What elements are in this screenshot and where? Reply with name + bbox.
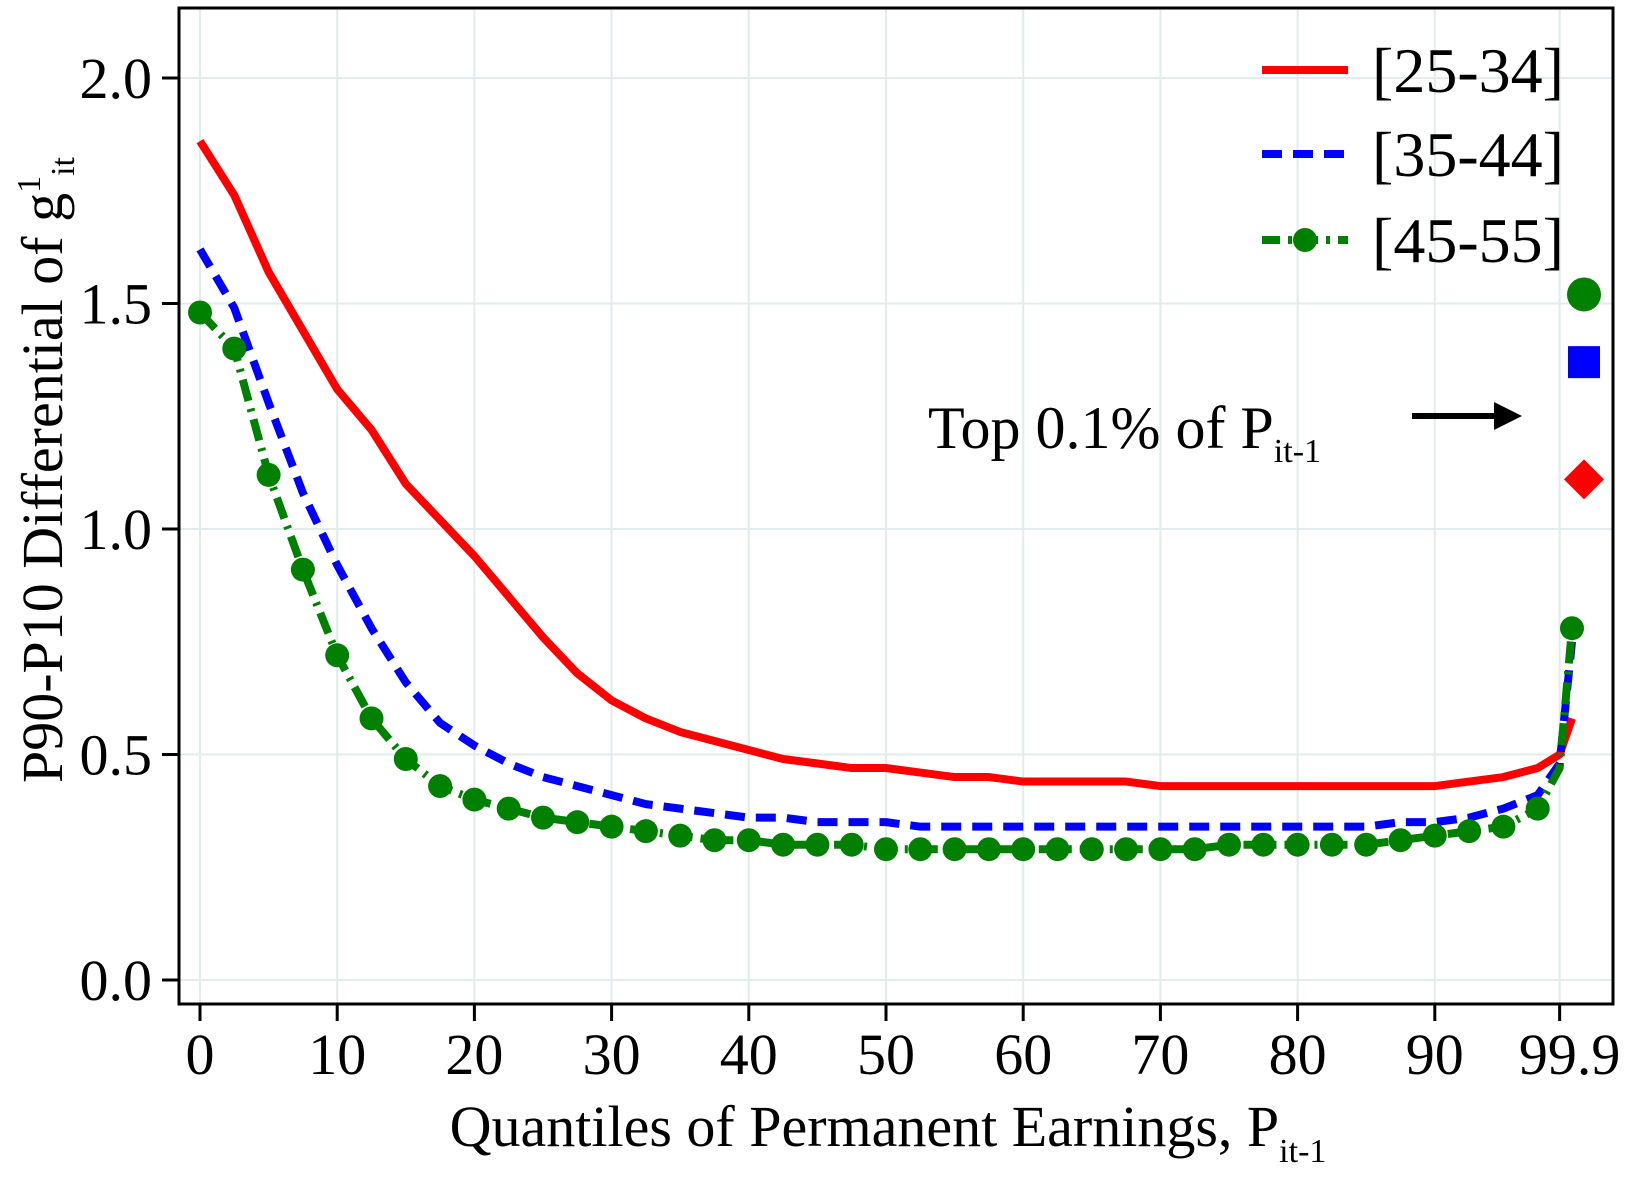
x-tick-label: 60: [994, 1022, 1052, 1087]
x-tick-label: 50: [857, 1022, 915, 1087]
x-axis-title-main: Quantiles of Permanent Earnings, P: [450, 1094, 1280, 1159]
series-point-45-55: [839, 832, 864, 857]
series-point-45-55: [565, 810, 590, 835]
x-tick-label: 10: [308, 1022, 366, 1087]
y-tick-label: 1.0: [80, 497, 153, 562]
series-point-45-55: [1217, 832, 1241, 857]
series-point-45-55: [531, 805, 555, 830]
series-point-45-55: [1354, 832, 1379, 857]
plot-frame: [177, 6, 1615, 1006]
x-tick-label: 0: [186, 1022, 215, 1087]
series-point-45-55: [1011, 837, 1036, 862]
y-tick-label: 0.0: [80, 948, 153, 1013]
x-tick-label: 90: [1406, 1022, 1464, 1087]
series-point-45-55: [1457, 819, 1482, 844]
series-point-45-55: [633, 819, 658, 844]
series-point-45-55: [1079, 837, 1104, 862]
series-point-45-55: [1560, 616, 1584, 641]
legend-label-45-55: [45-55]: [1372, 205, 1564, 276]
y-axis-title-sub: it: [45, 156, 82, 175]
series-point-45-55: [188, 300, 212, 325]
annotation-sub: it-1: [1274, 433, 1321, 470]
series-layer: [188, 138, 1584, 862]
x-tick-label: 70: [1131, 1022, 1189, 1087]
series-point-45-55: [359, 706, 384, 731]
series-point-45-55: [1114, 837, 1139, 862]
series-point-45-55: [1319, 832, 1344, 857]
series-point-45-55: [668, 823, 693, 848]
series-point-45-55: [1491, 814, 1516, 839]
series-point-45-55: [1525, 796, 1550, 821]
y-tick-label: 2.0: [80, 46, 153, 111]
series-point-45-55: [1388, 828, 1413, 853]
series-point-45-55: [222, 336, 247, 361]
series-point-45-55: [599, 814, 624, 839]
legend: [25-34] [35-44] [45-55]: [1262, 35, 1564, 276]
series-point-45-55: [1148, 837, 1173, 862]
y-tick-label: 1.5: [80, 272, 153, 337]
x-tick-label: 30: [583, 1022, 641, 1087]
series-point-45-55: [496, 796, 521, 821]
top-markers: [1564, 277, 1604, 500]
series-point-45-55: [428, 774, 453, 799]
series-point-45-55: [1285, 832, 1310, 857]
series-point-45-55: [1182, 837, 1207, 862]
x-axis-ticks: 0 10 20 30 40 50 60 70 80 90 99.9: [186, 1004, 1621, 1087]
series-point-45-55: [908, 837, 933, 862]
y-axis-ticks: 0.0 0.5 1.0 1.5 2.0: [80, 46, 179, 1013]
legend-label-25-34: [25-34]: [1372, 35, 1564, 106]
annotation-main: Top 0.1% of P: [928, 395, 1274, 461]
x-axis-title: Quantiles of Permanent Earnings, Pit-1: [450, 1094, 1327, 1170]
series-point-45-55: [1422, 823, 1447, 848]
series-point-45-55: [1045, 837, 1070, 862]
series-point-45-55: [976, 837, 1001, 862]
top-annotation: Top 0.1% of Pit-1: [928, 395, 1522, 470]
series-point-45-55: [290, 557, 315, 582]
series-point-45-55: [702, 828, 727, 853]
series-point-45-55: [462, 787, 487, 812]
legend-label-35-44: [35-44]: [1372, 119, 1564, 190]
legend-marker-45-55: [1293, 228, 1317, 252]
annotation-text: Top 0.1% of Pit-1: [928, 395, 1321, 470]
series-point-45-55: [874, 837, 898, 862]
top-marker-25-34: [1564, 459, 1604, 500]
top-marker-35-44: [1568, 346, 1600, 379]
series-point-45-55: [805, 832, 830, 857]
annotation-arrow-head: [1494, 402, 1522, 430]
y-axis-title-sup: 1: [11, 176, 48, 193]
series-point-45-55: [1251, 832, 1276, 857]
series-point-45-55: [393, 747, 418, 772]
y-axis-title-main: P90-P10 Differential of g: [10, 193, 75, 783]
x-tick-label: 20: [445, 1022, 503, 1087]
series-point-45-55: [771, 832, 796, 857]
x-tick-label: 40: [720, 1022, 778, 1087]
x-axis-title-sub: it-1: [1279, 1133, 1326, 1170]
series-point-45-55: [736, 828, 761, 853]
y-axis-title: P90-P10 Differential of g1it: [10, 156, 82, 783]
series-point-45-55: [325, 643, 350, 668]
series-point-45-55: [256, 462, 281, 487]
series-line-25-34: [196, 138, 1576, 791]
series-point-45-55: [942, 837, 967, 862]
y-tick-label: 0.5: [80, 723, 153, 788]
x-tick-label: 99.9: [1519, 1022, 1621, 1087]
x-tick-label: 80: [1269, 1022, 1327, 1087]
top-marker-45-55: [1567, 277, 1601, 312]
